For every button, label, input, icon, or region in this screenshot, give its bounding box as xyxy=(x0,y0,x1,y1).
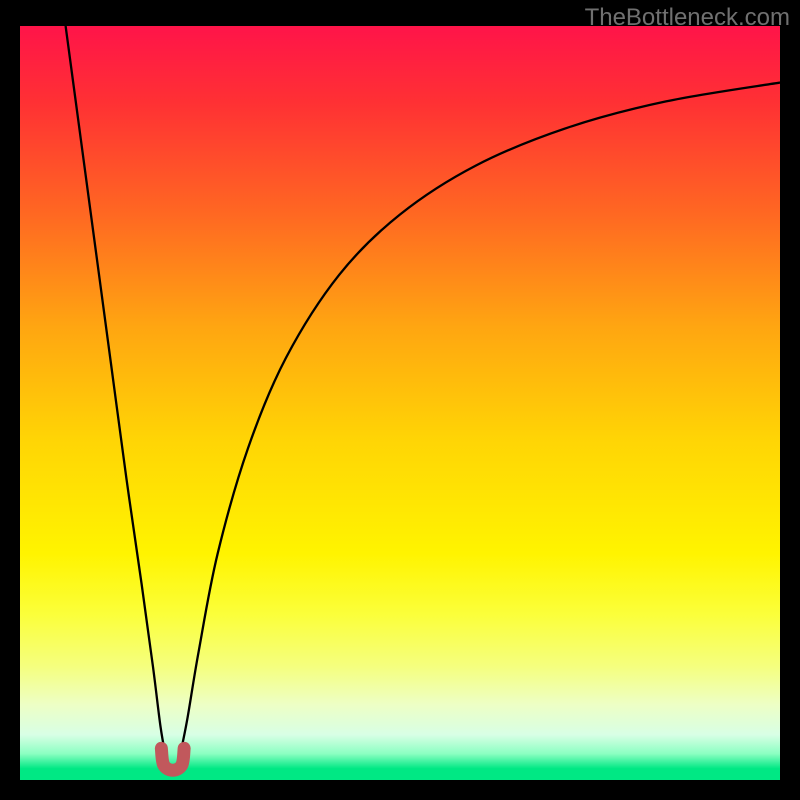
chart-plot-area xyxy=(20,26,780,780)
chart-background xyxy=(20,26,780,780)
chart-svg xyxy=(20,26,780,780)
